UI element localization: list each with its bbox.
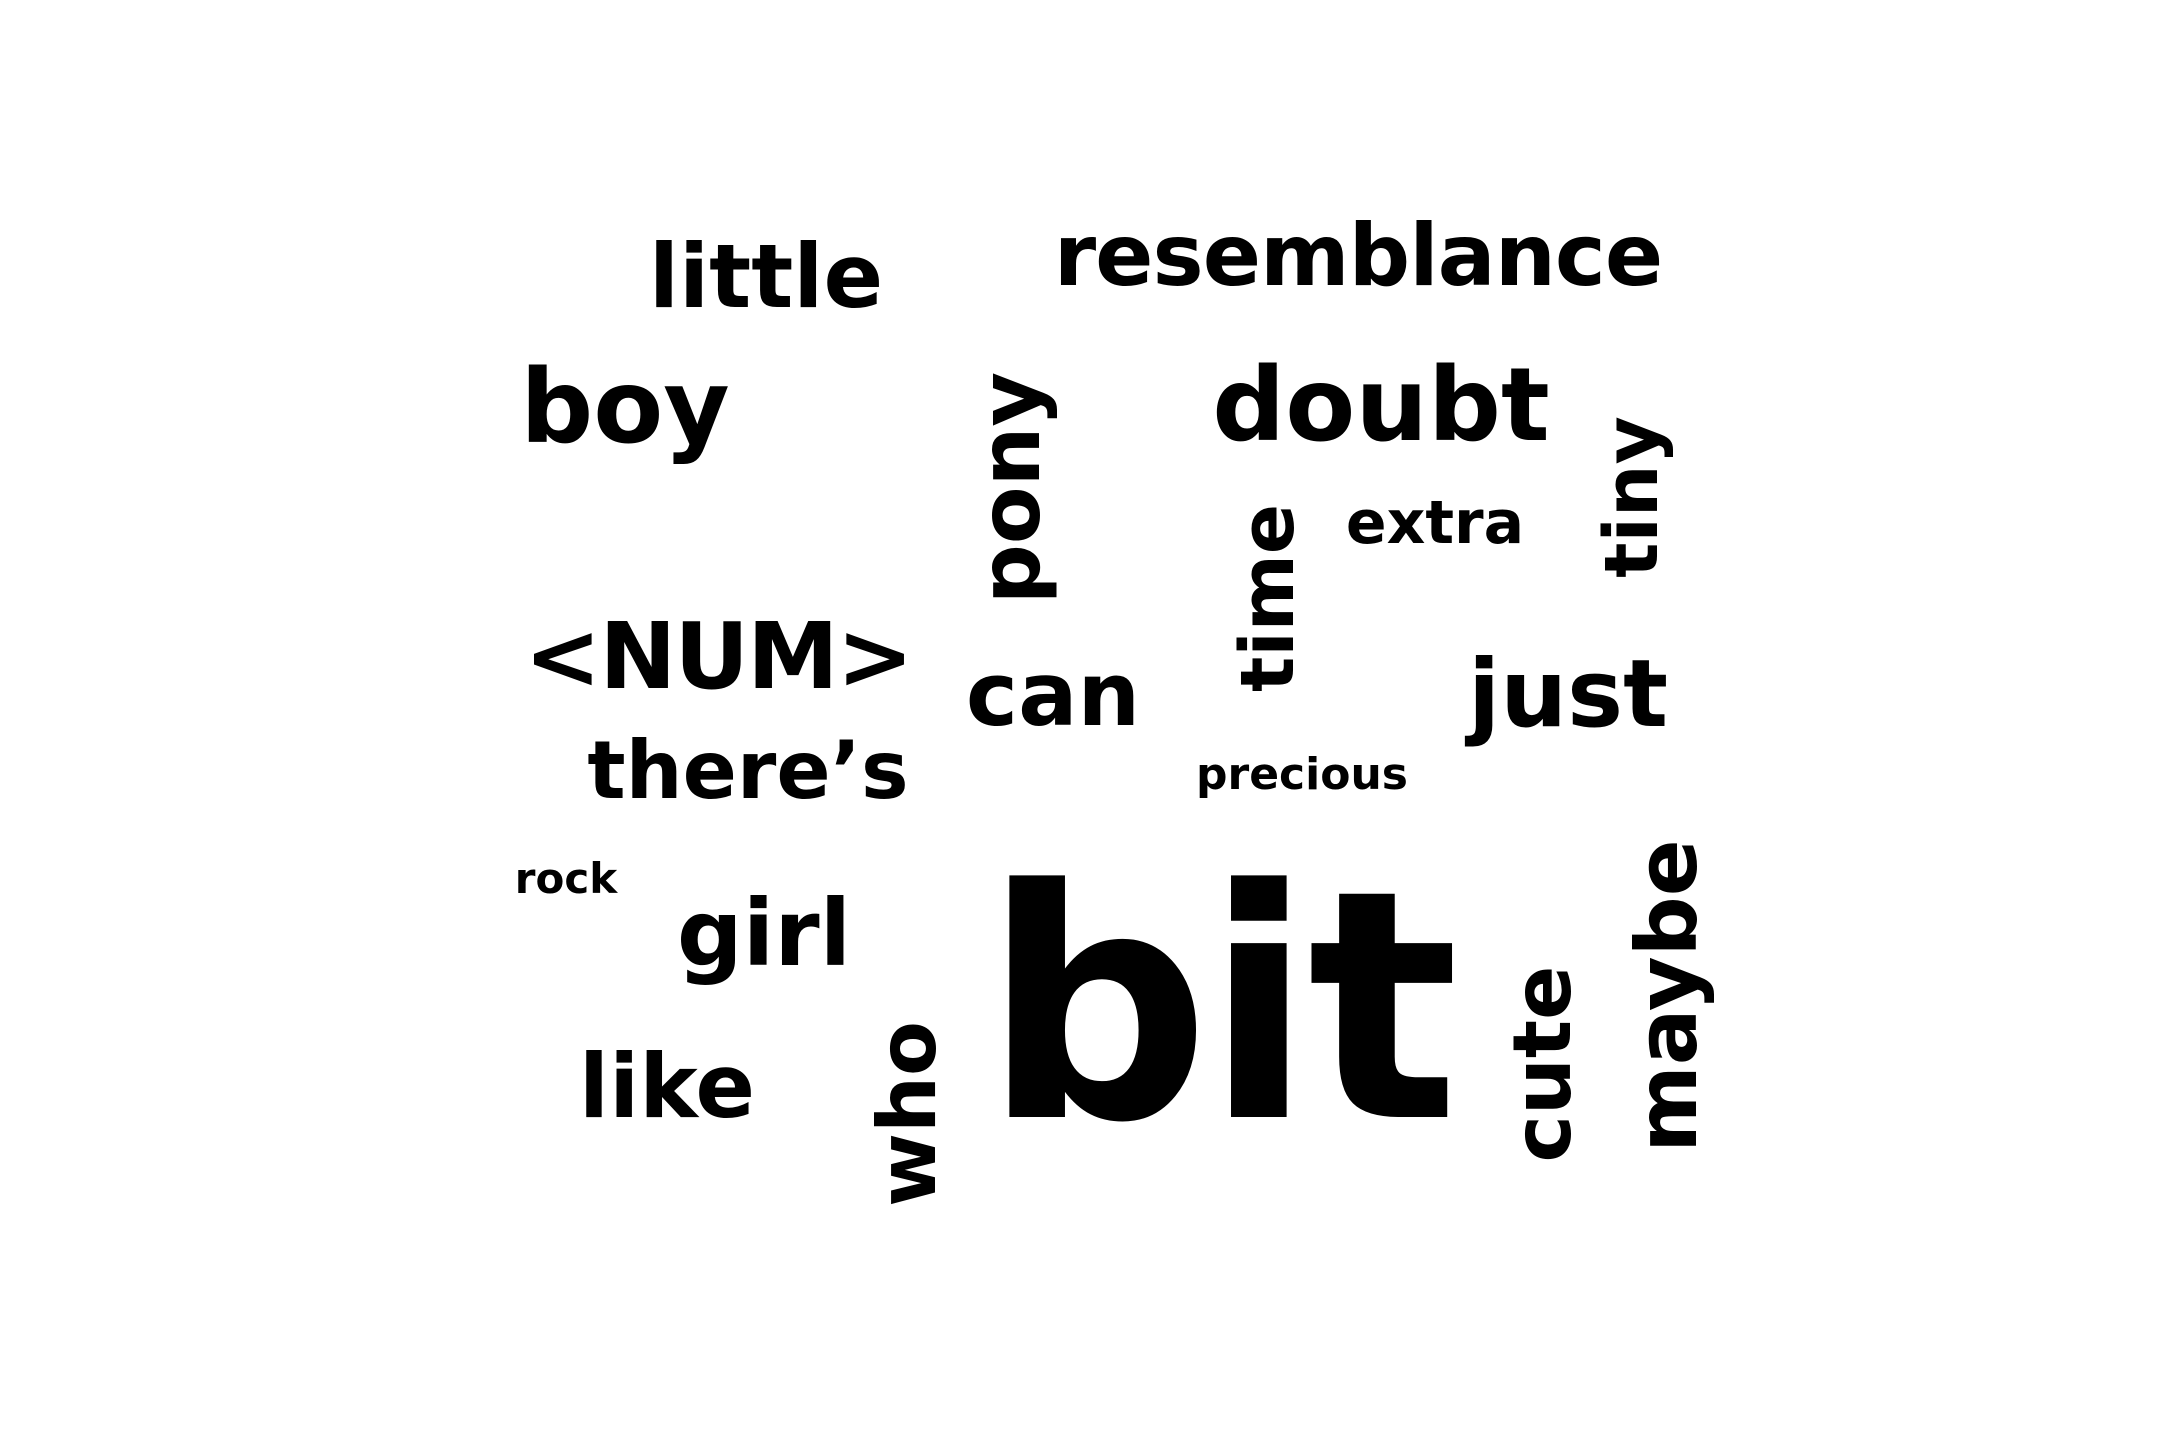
word-precious: precious <box>1196 749 1408 800</box>
word-just: just <box>1467 640 1669 749</box>
word-rock: rock <box>514 854 618 903</box>
word-doubt: doubt <box>1212 346 1550 465</box>
word-tiny: tiny <box>1589 416 1675 578</box>
word-extra: extra <box>1345 488 1525 558</box>
word-resemblance: resemblance <box>1053 206 1663 306</box>
word-boy: boy <box>520 348 730 467</box>
word-girl: girl <box>676 880 852 987</box>
word-pony: pony <box>961 371 1059 605</box>
word-num: <NUM> <box>524 603 913 710</box>
word-like: like <box>578 1035 756 1138</box>
word-maybe: maybe <box>1618 839 1716 1153</box>
word-can: can <box>965 643 1141 746</box>
word-there-s: there’s <box>587 724 909 817</box>
word-time: time <box>1225 503 1311 693</box>
word-little: little <box>648 225 884 328</box>
word-cute: cute <box>1496 965 1589 1163</box>
word-who: who <box>861 1021 954 1207</box>
word-bit: bit <box>982 822 1460 1192</box>
